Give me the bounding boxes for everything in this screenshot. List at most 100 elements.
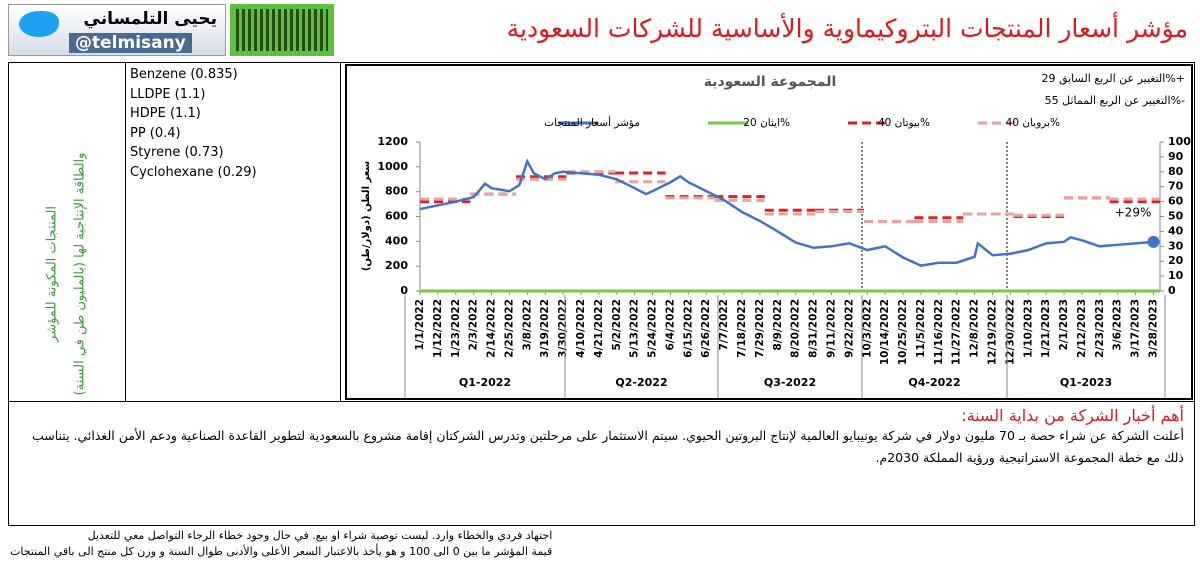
- page-title: مؤشر أسعار المنتجات البتروكيماوية والأسا…: [506, 14, 1188, 43]
- product-item: HDPE (1.1): [130, 106, 201, 121]
- news-panel: أهم أخبار الشركة من بداية السنة: أعلنت ا…: [8, 401, 1195, 526]
- x-tick-label: 3/8/2022: [521, 299, 533, 351]
- x-tick-label: 12/30/2022: [1004, 299, 1016, 365]
- products-list: Benzene (0.835) LLDPE (1.1) HDPE (1.1) PP (…: [125, 62, 341, 402]
- y2-tick-label: 60: [1168, 195, 1184, 208]
- y2-tick-label: 10: [1168, 269, 1184, 282]
- x-tick-label: 7/29/2022: [754, 299, 766, 358]
- x-tick-label: 6/4/2022: [664, 299, 676, 351]
- product-item: LLDPE (1.1): [130, 86, 206, 102]
- x-tick-label: 9/11/2022: [825, 299, 837, 358]
- x-tick-label: 5/24/2022: [647, 299, 659, 358]
- product-item: Benzene (0.835): [130, 67, 238, 82]
- x-tick-label: 2/1/2023: [1058, 299, 1070, 351]
- x-tick-label: 3/19/2022: [539, 299, 551, 358]
- qr-code: [230, 4, 334, 56]
- y2-tick-label: 20: [1168, 254, 1184, 267]
- qr-inner: [236, 9, 328, 51]
- x-tick-label: 3/30/2022: [557, 299, 569, 358]
- x-tick-label: 1/21/2023: [1040, 299, 1052, 358]
- quarter-label: Q3-2022: [764, 376, 816, 389]
- y2-tick-label: 30: [1168, 239, 1184, 252]
- y-tick-label: 200: [385, 259, 408, 272]
- news-heading: أهم أخبار الشركة من بداية السنة:: [961, 406, 1184, 425]
- x-tick-label: 12/8/2022: [969, 299, 981, 358]
- x-tick-label: 7/7/2022: [718, 299, 730, 351]
- x-tick-label: 3/28/2023: [1147, 299, 1159, 358]
- quarter-label: Q1-2023: [1060, 376, 1112, 389]
- x-tick-label: 1/23/2022: [450, 299, 462, 358]
- y-tick-label: 400: [385, 234, 408, 247]
- product-item: Styrene (0.73): [130, 145, 224, 160]
- x-tick-label: 7/18/2022: [736, 299, 748, 358]
- y-tick-label: 600: [385, 210, 408, 223]
- products-heading-1: المنتجات المكونة للمؤشر: [45, 206, 60, 343]
- x-tick-label: 5/13/2022: [629, 299, 641, 358]
- x-tick-label: 10/25/2022: [897, 299, 909, 365]
- y-tick-label: 1000: [377, 160, 408, 173]
- change-year: التغيير عن الربع المماثل 55%-: [1045, 94, 1185, 107]
- x-tick-label: 2/12/2023: [1076, 299, 1088, 358]
- quarter-label: Q4-2022: [908, 376, 960, 389]
- x-tick-label: 6/15/2022: [682, 299, 694, 358]
- x-tick-label: 4/10/2022: [575, 299, 587, 358]
- x-tick-label: 10/3/2022: [861, 299, 873, 358]
- logo: يحيى التلمساني @telmisany: [8, 4, 226, 56]
- y2-tick-label: 70: [1168, 180, 1184, 193]
- product-item: PP (0.4): [130, 125, 181, 141]
- x-tick-label: 8/31/2022: [808, 299, 820, 358]
- x-tick-label: 1/10/2023: [1022, 299, 1034, 358]
- quarter-label: Q1-2022: [459, 376, 511, 389]
- x-tick-label: 4/21/2022: [593, 299, 605, 358]
- index-line: [419, 158, 1154, 267]
- y-tick-label: 0: [400, 284, 408, 297]
- legend-label: مؤشر أسعار المنتجات: [544, 115, 640, 129]
- products-heading-2: والطاقة الإنتاجية لها (بالمليون طن في ال…: [73, 153, 88, 396]
- change-quarter: التغيير عن الربع السابق 29%+: [1041, 72, 1185, 86]
- footer-line: اجتهاد فردي والخطاء وارد. ليست توصية شرا…: [87, 529, 553, 542]
- quarter-label: Q2-2022: [615, 376, 667, 389]
- x-tick-label: 12/19/2022: [986, 299, 998, 365]
- y2-tick-label: 100: [1168, 135, 1191, 148]
- x-tick-label: 2/14/2022: [486, 299, 498, 358]
- footer-line: قيمة المؤشر ما بين 0 الى 100 و هو يأخذ ب…: [10, 545, 553, 558]
- y2-tick-label: 50: [1168, 210, 1184, 223]
- end-marker: [1147, 235, 1160, 248]
- x-tick-label: 8/9/2022: [772, 299, 784, 351]
- x-tick-label: 1/12/2022: [432, 299, 444, 358]
- x-tick-label: 2/23/2023: [1094, 299, 1106, 358]
- news-body: أعلنت الشركة عن شراء حصة بـ 70 مليون دول…: [31, 428, 1184, 465]
- handle: @telmisany: [69, 33, 192, 53]
- y2-tick-label: 40: [1168, 224, 1184, 237]
- logo-bird: [19, 11, 59, 37]
- y2-tick-label: 0: [1168, 284, 1176, 297]
- author: يحيى التلمساني: [83, 9, 217, 29]
- legend-label: بيوتان 40%: [878, 117, 930, 129]
- x-tick-label: 3/17/2023: [1130, 299, 1142, 358]
- y-tick-label: 1200: [377, 135, 408, 148]
- x-tick-label: 11/16/2022: [933, 299, 945, 365]
- footer: اجتهاد فردي والخطاء وارد. ليست توصية شرا…: [10, 528, 552, 560]
- x-tick-label: 11/27/2022: [951, 299, 963, 365]
- x-tick-label: 2/25/2022: [503, 299, 515, 358]
- x-tick-label: 8/20/2022: [790, 299, 802, 358]
- x-tick-label: 2/3/2022: [468, 299, 480, 351]
- product-item: Cyclohexane (0.29): [130, 164, 257, 180]
- x-tick-label: 1/1/2022: [414, 299, 426, 351]
- products-heading: المنتجات المكونة للمؤشر والطاقة الإنتاجي…: [45, 153, 88, 396]
- legend-label: بروبان 40%: [1006, 117, 1060, 129]
- y2-tick-label: 80: [1168, 165, 1184, 178]
- legend-label: ايثان 20%: [743, 117, 790, 129]
- x-tick-label: 3/6/2023: [1112, 299, 1124, 351]
- end-annotation: +29%: [1115, 206, 1152, 220]
- x-tick-label: 9/22/2022: [843, 299, 855, 358]
- x-tick-label: 6/26/2022: [700, 299, 712, 358]
- x-tick-label: 10/14/2022: [879, 299, 891, 365]
- chart-title: المجموعة السعودية: [704, 74, 837, 90]
- chart: المجموعة السعودية التغيير عن الربع الساب…: [361, 72, 1191, 398]
- y-axis-label: سعر الطن (دولار/طن): [361, 161, 372, 272]
- y2-tick-label: 90: [1168, 150, 1184, 163]
- x-tick-label: 11/5/2022: [915, 299, 927, 358]
- y-tick-label: 800: [385, 185, 408, 198]
